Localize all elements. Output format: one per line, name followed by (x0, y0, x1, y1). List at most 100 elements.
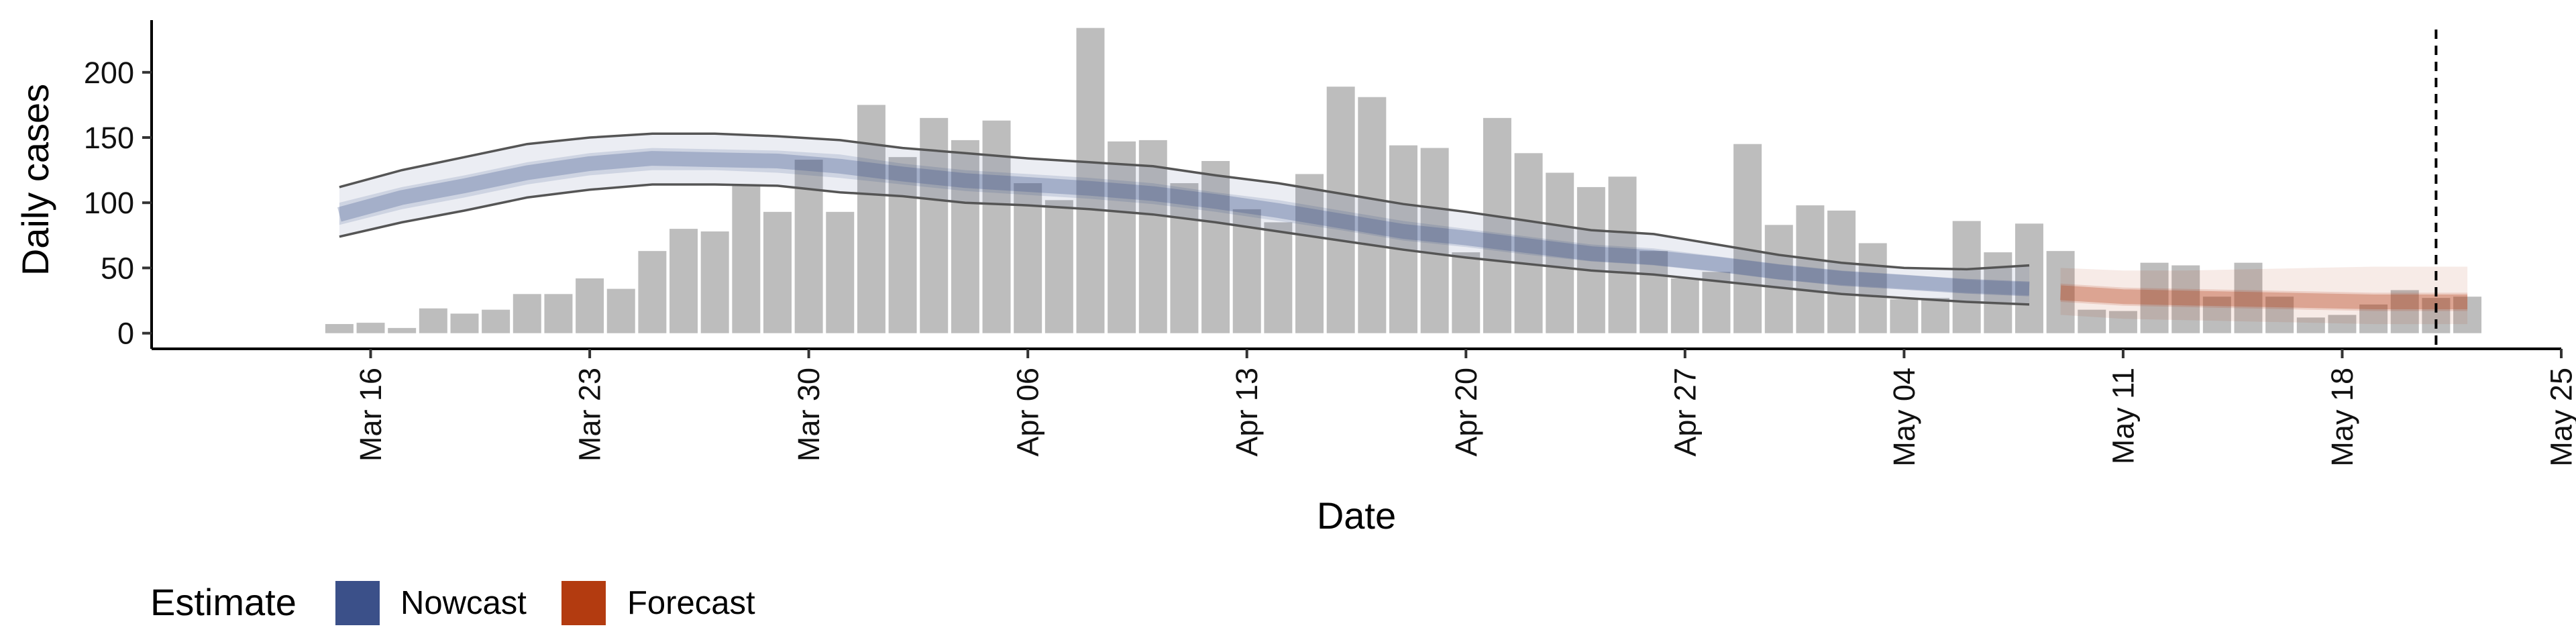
bar-2020-04-26 (1640, 251, 1668, 333)
bar-2020-03-27 (700, 231, 729, 333)
bar-2020-05-05 (1921, 298, 1949, 333)
bar-2020-04-11 (1170, 183, 1199, 333)
x-tick-label-4: Apr 13 (1230, 368, 1264, 457)
y-tick-label-4: 200 (84, 56, 134, 90)
y-tick-label-3: 150 (84, 121, 134, 155)
legend-key-forecast (561, 581, 606, 625)
x-tick-label-6: Apr 27 (1668, 368, 1702, 457)
bar-2020-04-05 (982, 120, 1011, 333)
y-tick-label-0: 0 (117, 317, 134, 351)
x-tick-label-2: Mar 30 (792, 368, 826, 462)
bar-2020-04-09 (1108, 141, 1136, 333)
bar-2020-04-15 (1295, 174, 1324, 333)
bar-2020-04-03 (920, 117, 949, 333)
bar-2020-03-31 (826, 211, 855, 333)
bar-2020-04-06 (1014, 183, 1042, 333)
bar-2020-05-17 (2296, 317, 2325, 333)
nowcast-median-line (337, 151, 2030, 297)
forecast-layer (2059, 266, 2468, 325)
bar-2020-05-02 (1827, 210, 1856, 333)
x-tick-label-5: Apr 20 (1449, 368, 1483, 457)
nowcast-layer (337, 132, 2030, 306)
bar-2020-05-15 (2234, 262, 2263, 333)
bar-2020-04-07 (1044, 200, 1073, 333)
bar-2020-03-21 (513, 294, 541, 333)
bar-2020-04-16 (1326, 87, 1355, 333)
x-axis-title: Date (1317, 494, 1396, 537)
y-ticks-layer: 0 50 100 150 200 (84, 56, 152, 351)
bar-2020-04-14 (1264, 222, 1293, 333)
legend-label-nowcast: Nowcast (400, 585, 527, 621)
bar-2020-05-11 (2108, 311, 2137, 333)
bar-2020-05-18 (2328, 315, 2357, 333)
bar-2020-03-19 (450, 313, 479, 333)
x-tick-label-9: May 18 (2325, 368, 2359, 467)
bar-2020-04-13 (1232, 209, 1261, 333)
bar-2020-04-10 (1138, 140, 1167, 333)
bar-2020-04-02 (888, 157, 917, 333)
bar-2020-05-12 (2140, 262, 2169, 333)
bar-2020-03-16 (356, 323, 385, 333)
x-tick-label-8: May 11 (2106, 368, 2140, 464)
nowcast-upper-line (339, 132, 2030, 271)
bar-2020-04-18 (1389, 145, 1417, 333)
axes-layer (150, 20, 2561, 350)
y-axis-title: Daily cases (14, 84, 56, 276)
bar-2020-04-20 (1452, 252, 1481, 333)
bar-2020-04-24 (1576, 186, 1605, 333)
bar-2020-05-19 (2359, 304, 2388, 333)
bar-2020-04-08 (1076, 28, 1105, 333)
bar-2020-05-13 (2171, 265, 2200, 333)
bars-layer (325, 28, 2482, 333)
legend-title: Estimate (150, 581, 297, 623)
bar-2020-04-29 (1733, 144, 1762, 333)
bar-2020-03-22 (544, 294, 573, 333)
forecast-inner-band (2060, 283, 2468, 311)
legend-label-forecast: Forecast (627, 585, 755, 621)
nowcast-outer-band (339, 133, 2030, 305)
bar-2020-04-23 (1546, 172, 1574, 333)
x-tick-label-3: Apr 06 (1011, 368, 1045, 457)
bar-2020-05-08 (2015, 223, 2043, 333)
legend-key-nowcast (335, 581, 380, 625)
bar-2020-05-03 (1858, 243, 1887, 333)
bar-2020-05-06 (1952, 221, 1981, 333)
bar-2020-03-15 (325, 324, 354, 333)
bar-2020-03-18 (419, 308, 447, 333)
nowcast-lower-line (339, 183, 2030, 306)
forecast-median-line (2059, 285, 2468, 309)
bar-2020-05-01 (1796, 205, 1825, 333)
x-tick-label-1: Mar 23 (573, 368, 607, 462)
bar-2020-03-25 (638, 251, 667, 333)
bar-2020-05-04 (1890, 299, 1919, 333)
bar-2020-05-09 (2046, 251, 2075, 333)
bar-2020-03-17 (388, 327, 417, 333)
bar-2020-03-28 (732, 185, 761, 333)
bar-2020-04-21 (1483, 117, 1511, 333)
bar-2020-04-12 (1201, 161, 1230, 333)
x-tick-label-7: May 04 (1887, 368, 1921, 467)
y-tick-label-1: 50 (101, 251, 134, 285)
bar-2020-04-17 (1358, 97, 1387, 333)
bar-2020-05-16 (2265, 297, 2294, 333)
legend: Estimate Nowcast Forecast (150, 581, 755, 625)
bar-2020-03-24 (606, 288, 635, 333)
bar-2020-04-19 (1420, 148, 1449, 333)
bar-2020-04-25 (1608, 176, 1637, 333)
bar-2020-04-22 (1514, 153, 1543, 333)
nowcast-inner-band (339, 148, 2030, 296)
forecast-outer-band (2060, 266, 2468, 325)
bar-2020-03-29 (763, 211, 792, 333)
bar-2020-05-10 (2078, 309, 2106, 333)
bar-2020-04-27 (1670, 278, 1699, 333)
x-tick-label-0: Mar 16 (354, 368, 388, 462)
bar-2020-04-04 (951, 140, 979, 333)
y-tick-label-2: 100 (84, 186, 134, 220)
bar-2020-05-22 (2453, 297, 2482, 333)
x-ticks-layer: Mar 16 Mar 23 Mar 30 Apr 06 Apr 13 Apr 20 Apr … (354, 349, 2576, 467)
x-tick-label-10: May 25 (2544, 368, 2576, 467)
bar-2020-03-23 (576, 278, 604, 333)
bar-2020-03-20 (482, 309, 511, 333)
bar-2020-04-01 (857, 105, 885, 333)
